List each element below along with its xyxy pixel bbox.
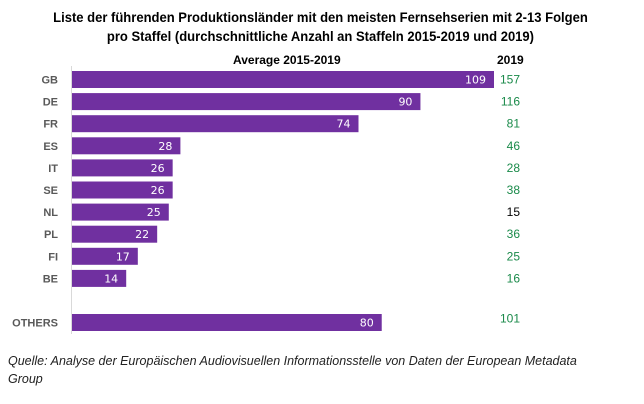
- value-2019-others: 101: [500, 312, 520, 326]
- bar-value-label-be: 14: [104, 272, 118, 285]
- value-2019-pl: 36: [507, 227, 521, 241]
- bar-value-label-it: 26: [151, 162, 165, 175]
- category-label-gb: GB: [42, 75, 59, 87]
- category-label-others: OTHERS: [12, 318, 58, 330]
- bar-value-label-nl: 25: [147, 206, 161, 219]
- bar-es: [72, 137, 181, 155]
- bar-pl: [72, 225, 158, 243]
- value-2019-gb: 157: [500, 73, 520, 87]
- bar-value-label-pl: 22: [135, 228, 149, 241]
- bar-it: [72, 159, 173, 177]
- value-2019-fi: 25: [507, 249, 521, 263]
- value-2019-fr: 81: [507, 117, 521, 131]
- category-label-es: ES: [43, 141, 58, 153]
- category-label-be: BE: [43, 273, 58, 285]
- bar-value-label-gb: 109: [465, 74, 486, 87]
- category-label-nl: NL: [43, 207, 58, 219]
- chart-title-line-2: pro Staffel (durchschnittliche Anzahl an…: [106, 28, 535, 44]
- value-2019-be: 16: [507, 271, 521, 285]
- bar-de: [72, 93, 421, 111]
- value-2019-nl: 15: [507, 205, 521, 219]
- bar-be: [72, 269, 127, 287]
- bar-others: [72, 314, 382, 331]
- bar-fr: [72, 115, 359, 133]
- column-header-average: Average 2015-2019: [233, 53, 341, 67]
- bar-se: [72, 181, 173, 199]
- bar-value-label-es: 28: [158, 140, 172, 153]
- category-label-it: IT: [48, 163, 58, 175]
- bar-value-label-se: 26: [151, 184, 165, 197]
- bars-layer: GB 109 157 DE 90 116 FR 74 81 ES 28 46 IT 26 28 SE 26 38 N…: [12, 71, 520, 331]
- bar-value-label-de: 90: [398, 96, 412, 109]
- category-label-se: SE: [43, 185, 58, 197]
- bar-nl: [72, 203, 169, 221]
- value-2019-de: 116: [501, 95, 520, 109]
- value-2019-it: 28: [507, 161, 521, 175]
- bar-value-label-others: 80: [360, 317, 374, 330]
- bar-fi: [72, 247, 138, 265]
- value-2019-es: 46: [507, 139, 521, 153]
- chart-title: Liste der führenden Produktionsländer mi…: [21, 8, 620, 46]
- chart-title-line-1: Liste der führenden Produktionsländer mi…: [53, 9, 588, 25]
- source-note: Quelle: Analyse der Europäischen Audiovi…: [8, 354, 577, 386]
- bar-gb: [72, 71, 494, 88]
- category-label-fi: FI: [48, 251, 58, 263]
- value-2019-se: 38: [507, 183, 521, 197]
- category-label-de: DE: [43, 97, 58, 109]
- column-header-2019: 2019: [497, 53, 524, 67]
- bar-value-label-fr: 74: [336, 118, 350, 131]
- category-label-fr: FR: [43, 119, 58, 131]
- bar-value-label-fi: 17: [116, 250, 130, 263]
- category-label-pl: PL: [44, 229, 58, 241]
